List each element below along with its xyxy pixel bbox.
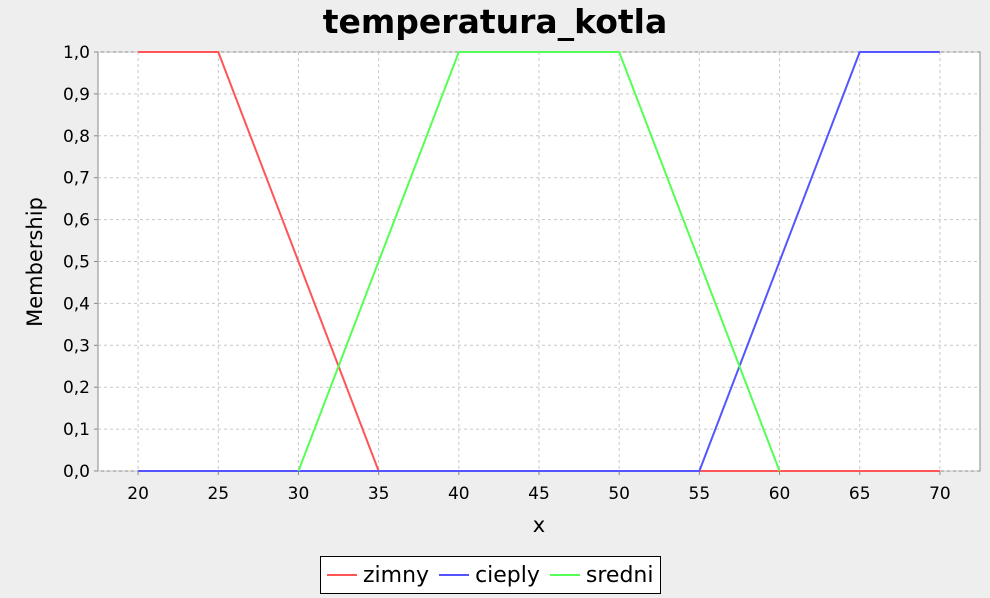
y-tick-label: 0,1 — [63, 420, 90, 440]
legend-swatch — [439, 574, 470, 576]
x-axis-title: x — [533, 513, 545, 537]
legend-item-cieply: cieply — [439, 563, 540, 588]
y-tick-label: 0,3 — [63, 336, 90, 356]
y-tick-label: 0,5 — [63, 253, 90, 273]
legend-item-sredni: sredni — [549, 562, 654, 588]
x-tick-label: 45 — [528, 484, 550, 504]
y-tick-label: 0,9 — [63, 85, 90, 105]
y-tick-label: 0,6 — [63, 211, 90, 231]
y-axis-title: Membership — [23, 197, 47, 327]
y-tick-label: 0,0 — [63, 462, 90, 482]
series-lines — [138, 51, 940, 472]
legend-label: sredni — [585, 562, 654, 588]
legend-item-zimny: zimny — [327, 563, 429, 588]
legend-swatch — [327, 574, 357, 576]
legend-label: cieply — [475, 562, 540, 588]
legend-swatch — [549, 574, 580, 576]
x-tick-label: 60 — [769, 484, 791, 504]
x-tick-label: 25 — [207, 484, 229, 504]
series-line-cieply — [138, 51, 940, 472]
x-tick-label: 65 — [849, 484, 871, 504]
axes: 20 25 30 35 40 45 50 55 60 65 70 0,0 0,1 0,2 0,3 0,4 0,5… — [63, 43, 951, 504]
y-tick-label: 0,2 — [63, 378, 90, 398]
legend: zimny cieply sredni — [320, 556, 661, 594]
x-tick-label: 35 — [368, 484, 390, 504]
y-tick-label: 0,4 — [63, 294, 90, 314]
y-tick-label: 1,0 — [63, 43, 90, 63]
x-tick-label: 30 — [288, 484, 310, 504]
series-line-sredni — [297, 51, 781, 472]
x-tick-label: 50 — [608, 484, 630, 504]
legend-label: zimny — [363, 562, 430, 588]
x-tick-label: 55 — [689, 484, 711, 504]
y-tick-label: 0,7 — [63, 169, 90, 189]
y-tick-label: 0,8 — [63, 127, 90, 147]
chart-title: temperatura_kotla — [322, 2, 668, 41]
x-tick-label: 20 — [127, 484, 149, 504]
x-tick-label: 70 — [929, 484, 951, 504]
x-tick-label: 40 — [448, 484, 470, 504]
